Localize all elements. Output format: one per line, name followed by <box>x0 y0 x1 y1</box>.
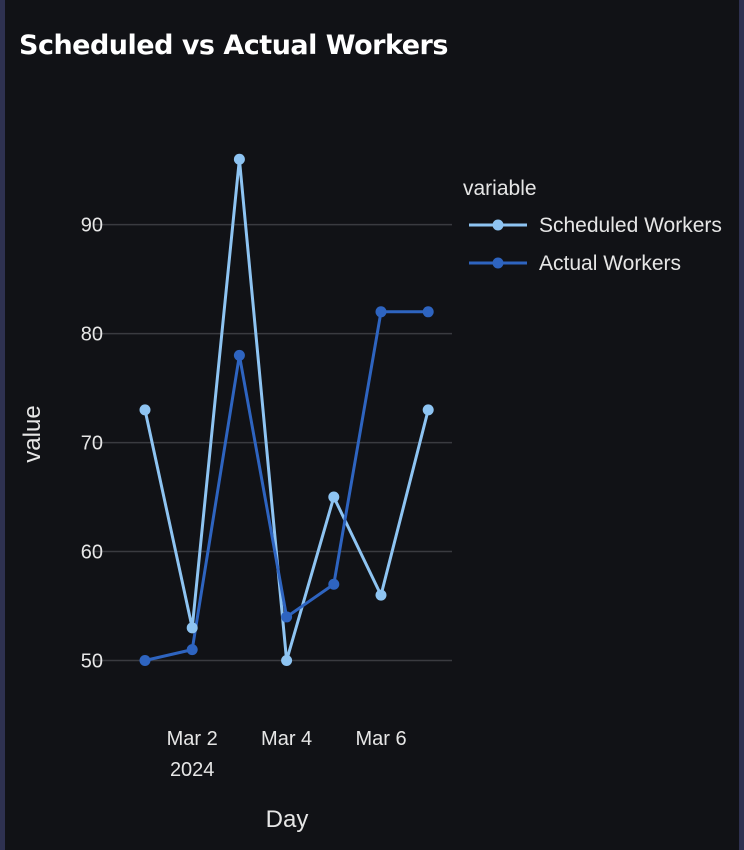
data-point <box>186 644 198 656</box>
y-axis-ticks: 50 60 70 80 90 <box>81 215 103 673</box>
data-point <box>328 491 340 503</box>
y-tick-label: 80 <box>81 324 103 346</box>
chart-title: Scheduled vs Actual Workers <box>19 30 448 61</box>
legend-title: variable <box>463 177 537 200</box>
data-point <box>281 655 293 667</box>
gridlines <box>93 223 452 662</box>
y-axis-label: value <box>19 405 46 462</box>
x-tick-label: Mar 6 <box>355 728 406 750</box>
x-tick-sublabel: 2024 <box>170 759 215 781</box>
legend-entry-label: Scheduled Workers <box>539 214 722 237</box>
data-point <box>139 655 151 667</box>
y-tick-label: 60 <box>81 542 103 564</box>
legend-swatch-marker <box>492 257 504 269</box>
x-tick-label: Mar 4 <box>261 728 312 750</box>
series-points <box>139 153 434 667</box>
x-axis-ticks: Mar 2 2024 Mar 4 Mar 6 <box>167 728 407 781</box>
y-tick-label: 70 <box>81 433 103 455</box>
x-axis-label: Day <box>266 806 309 833</box>
x-tick-label: Mar 2 <box>167 728 218 750</box>
data-point <box>281 611 293 623</box>
data-point <box>422 306 434 318</box>
data-point <box>422 404 434 416</box>
legend: variable Scheduled Workers Actual Workers <box>463 177 722 275</box>
data-point <box>328 578 340 590</box>
line-chart: 50 60 70 80 90 Mar 2 2024 Mar 4 Mar 6 Day value… <box>19 153 722 833</box>
legend-swatch-marker <box>492 219 504 231</box>
y-tick-label: 90 <box>81 215 103 237</box>
legend-entry-label: Actual Workers <box>539 252 681 275</box>
series-line-0 <box>143 157 430 663</box>
data-point <box>186 622 198 634</box>
series-lines <box>143 157 430 663</box>
data-point <box>139 404 151 416</box>
y-tick-label: 50 <box>81 651 103 673</box>
data-point <box>233 153 245 165</box>
data-point <box>375 589 387 601</box>
data-point <box>375 306 387 318</box>
data-point <box>233 349 245 361</box>
